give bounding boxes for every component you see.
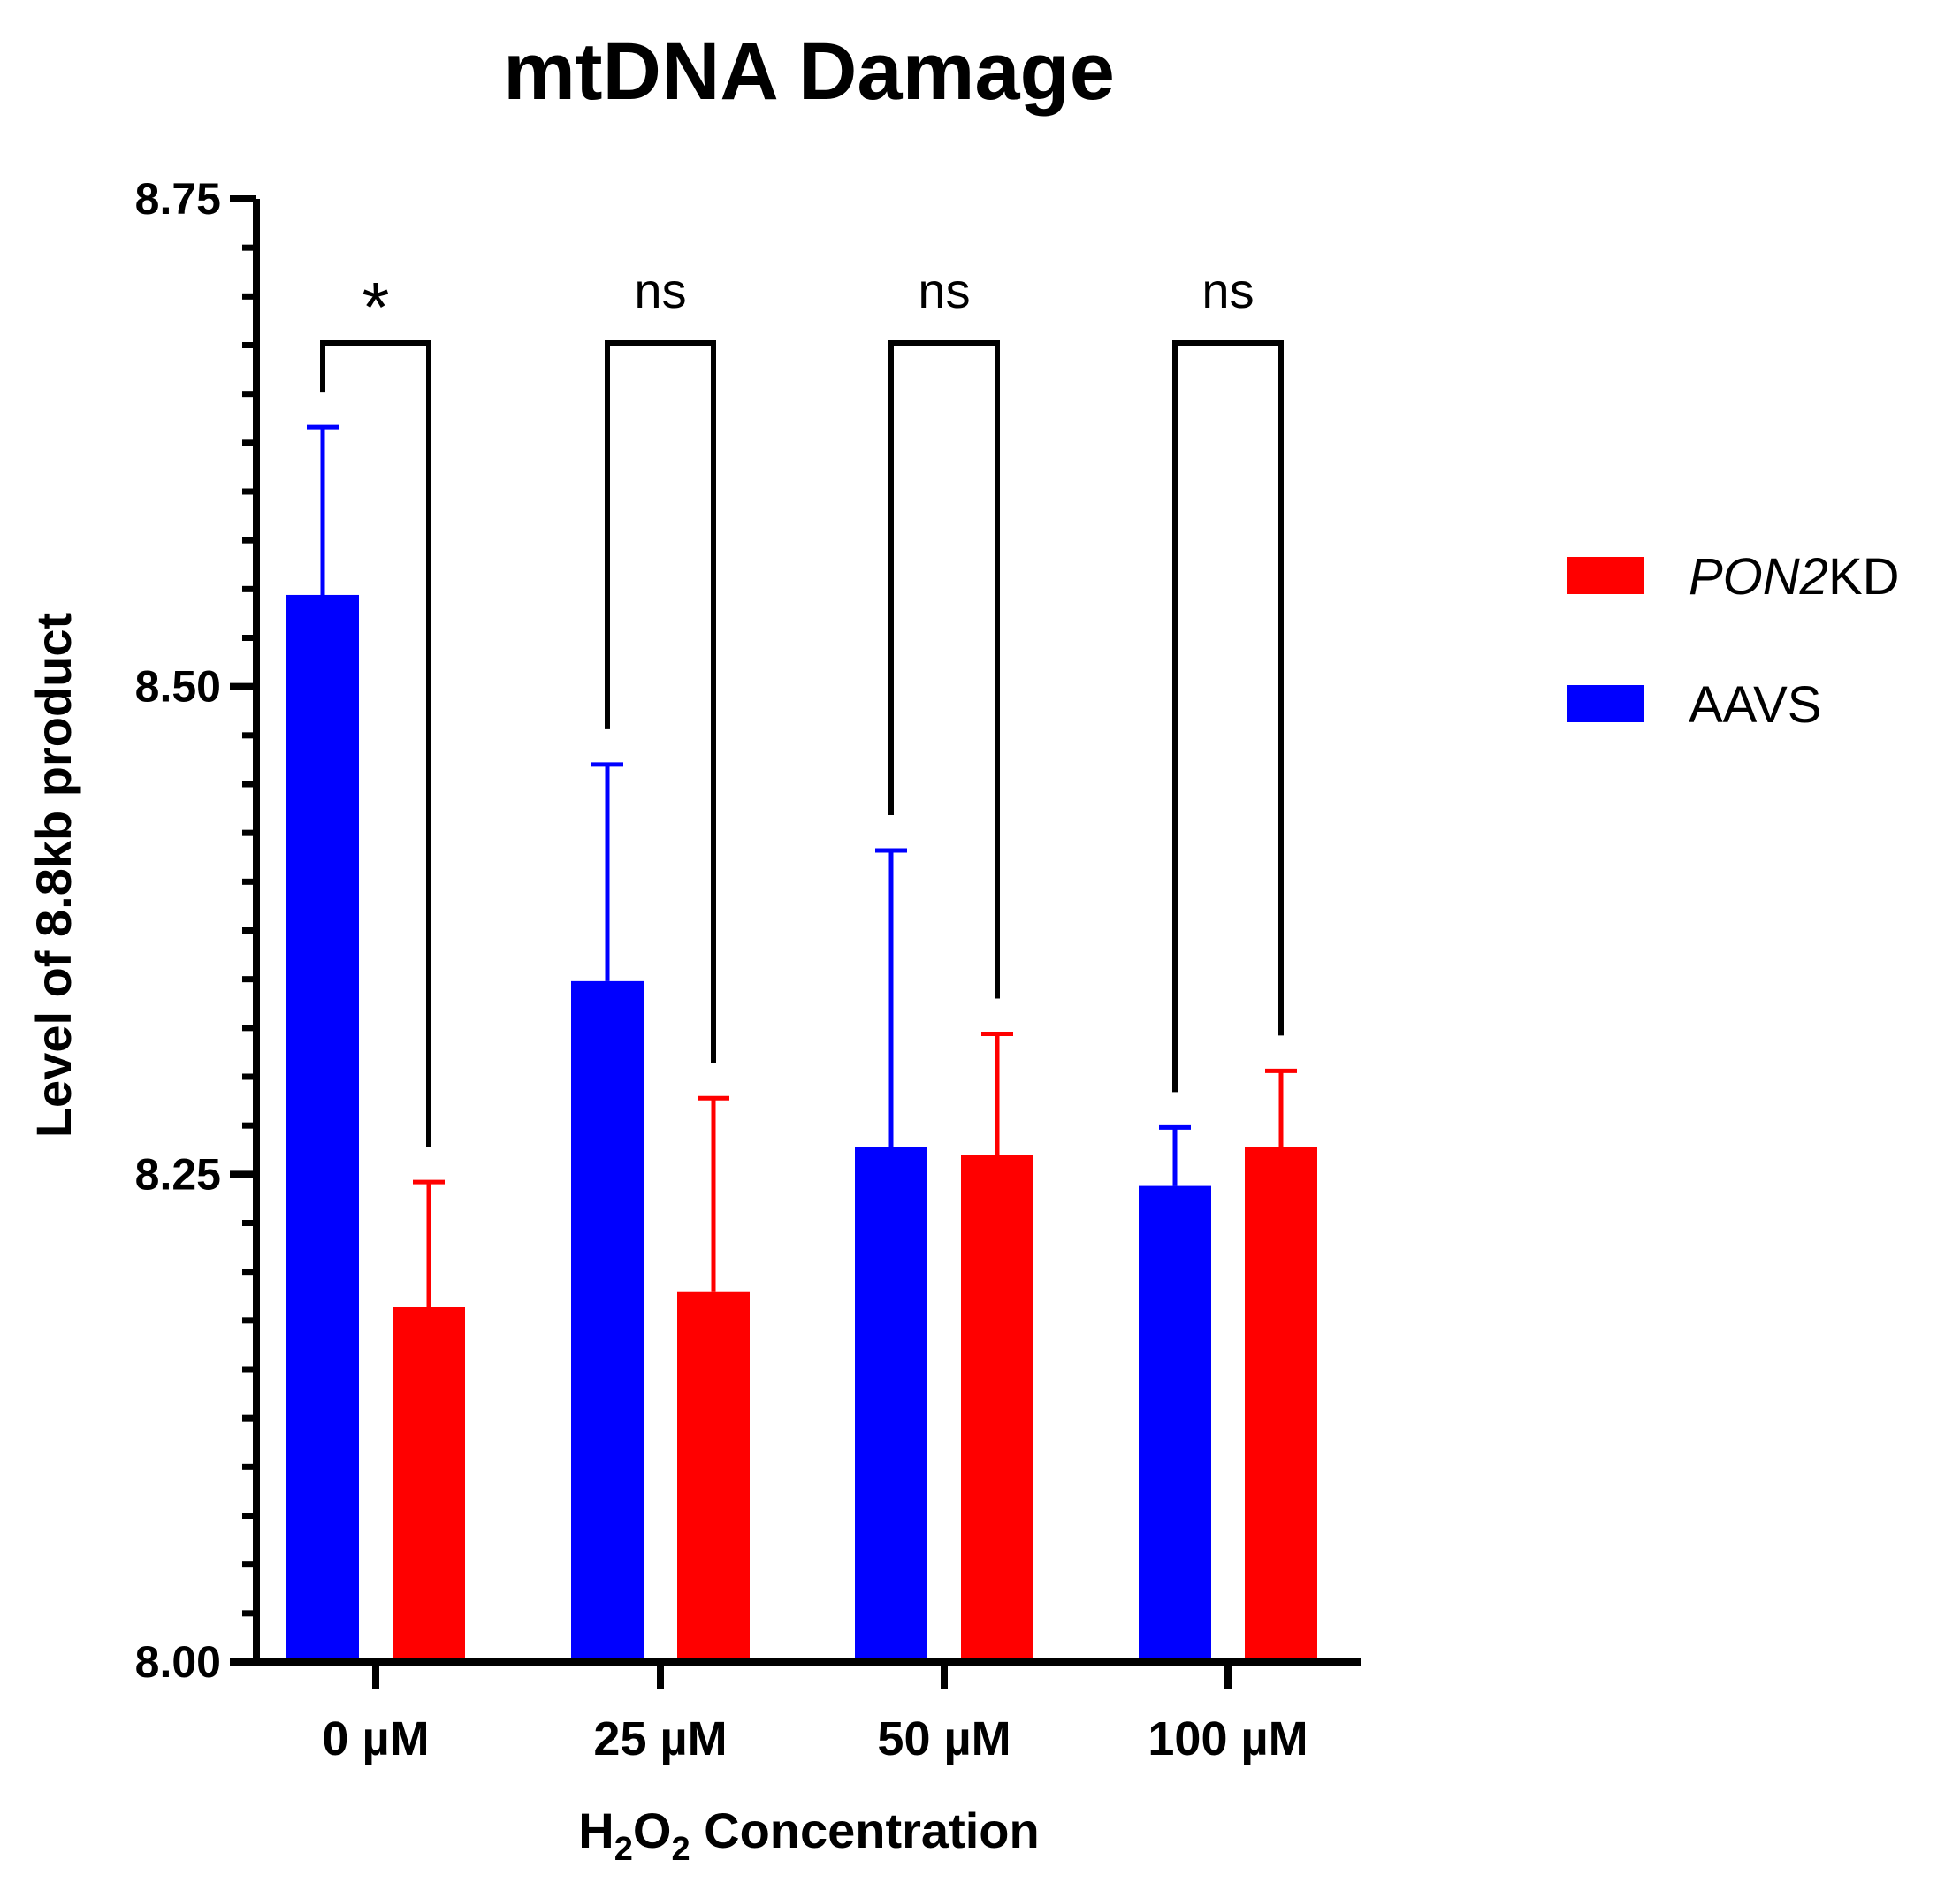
x-tick-label-25-m: 25 µM <box>593 1712 727 1765</box>
legend-label-pon2kd: PON2KD <box>1689 548 1900 606</box>
x-axis-label-h: H <box>578 1803 614 1858</box>
x-tick-label-0-m: 0 µM <box>322 1712 429 1765</box>
y-tick-label-8-75: 8.75 <box>135 174 221 224</box>
significance-bracket-50-m <box>888 340 1000 999</box>
significance-label-25-m: ns <box>634 263 686 318</box>
significance-bracket-0-m <box>320 340 431 1147</box>
x-axis-label-sub1: 2 <box>614 1831 633 1868</box>
bar-pon2kd-25-m <box>677 1291 750 1662</box>
legend-label-aavs: AAVS <box>1689 676 1821 734</box>
bar-aavs-100-m <box>1139 1185 1211 1662</box>
legend: PON2KD AAVS <box>1567 548 1900 734</box>
chart-title: mtDNA Damage <box>503 27 1115 117</box>
legend-label-pon2kd-rest: KD <box>1828 548 1900 606</box>
x-axis-label-o: O <box>633 1803 672 1858</box>
significance-bracket-25-m <box>605 340 716 1063</box>
y-tick-label-8-00: 8.00 <box>135 1637 221 1687</box>
x-tick-label-50-m: 50 µM <box>877 1712 1011 1765</box>
legend-swatch-aavs <box>1567 685 1644 722</box>
axes <box>230 195 1361 1689</box>
bars <box>286 594 1317 1662</box>
significance-brackets: * ns ns ns <box>320 263 1284 1147</box>
legend-swatch-pon2kd <box>1567 557 1644 594</box>
bar-pon2kd-100-m <box>1245 1147 1317 1662</box>
y-tick-label-8-25: 8.25 <box>135 1149 221 1199</box>
x-axis-label-rest: Concentration <box>690 1803 1040 1858</box>
legend-label-aavs-text: AAVS <box>1689 676 1821 734</box>
significance-label-0-m: * <box>362 268 389 347</box>
bar-pon2kd-0-m <box>393 1307 465 1662</box>
bar-aavs-0-m <box>286 594 359 1662</box>
x-axis-label: H2O2 Concentration <box>578 1803 1039 1868</box>
bar-aavs-25-m <box>571 980 644 1662</box>
x-axis-label-sub2: 2 <box>671 1831 690 1868</box>
y-tick-labels: 8.00 8.25 8.50 8.75 <box>135 174 221 1687</box>
significance-bracket-100-m <box>1172 340 1284 1093</box>
error-bars <box>307 424 1297 1307</box>
y-axis-label: Level of 8.8kb product <box>26 613 81 1138</box>
y-tick-label-8-50: 8.50 <box>135 662 221 712</box>
x-tick-labels: 0 µM 25 µM 50 µM 100 µM <box>322 1712 1308 1765</box>
significance-label-100-m: ns <box>1201 263 1254 318</box>
bar-aavs-50-m <box>855 1147 927 1662</box>
x-tick-label-100-m: 100 µM <box>1148 1712 1308 1765</box>
significance-label-50-m: ns <box>918 263 970 318</box>
legend-label-pon2kd-italic: PON2 <box>1689 548 1828 606</box>
bar-pon2kd-50-m <box>961 1155 1033 1662</box>
